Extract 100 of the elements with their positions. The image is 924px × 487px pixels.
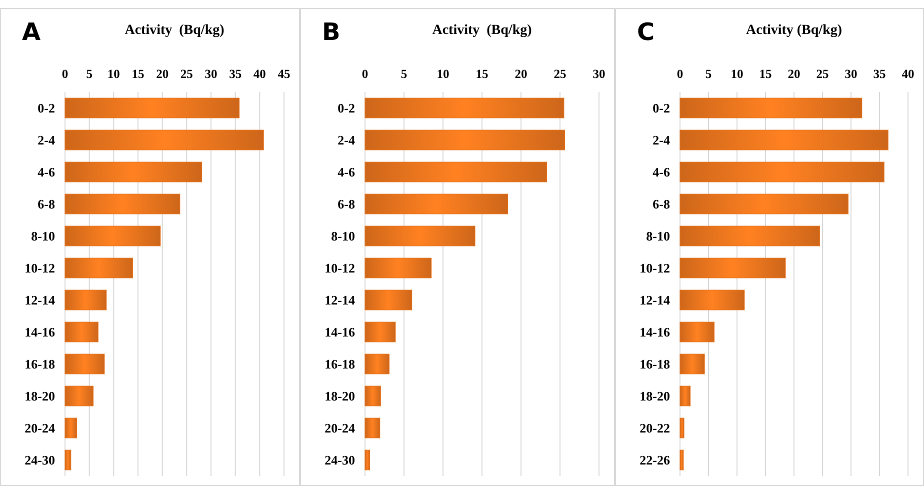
x-tick-label: 5	[705, 67, 712, 81]
y-tick-label: 20-22	[640, 420, 670, 436]
y-tick-label: 0-2	[338, 100, 355, 116]
x-tick-label: 20	[514, 67, 528, 81]
bar	[680, 226, 820, 246]
y-tick-label: 22-26	[640, 452, 670, 468]
bar	[64, 418, 77, 438]
x-tick-label: 5	[86, 67, 92, 81]
y-tick-label: 12-14	[324, 292, 356, 308]
x-tick-label: 35	[873, 67, 886, 81]
x-axis-title: Activity (Bq/kg)	[746, 23, 842, 38]
y-tick-label: 2-4	[652, 132, 670, 148]
bar	[364, 418, 380, 438]
y-tick-label: 20-24	[24, 420, 56, 436]
bar	[680, 418, 684, 438]
x-tick-label: 30	[592, 67, 606, 81]
x-tick-label: 30	[844, 67, 858, 81]
bar	[364, 130, 565, 150]
x-tick-label: 0	[362, 67, 368, 81]
bar	[364, 386, 381, 406]
bar	[364, 194, 508, 214]
x-tick-label: 25	[554, 67, 566, 81]
x-axis-title: Activity (Bq/kg)	[124, 23, 225, 38]
y-tick-label: 12-14	[24, 292, 56, 308]
x-tick-label: 5	[400, 67, 408, 81]
y-tick-label: 12-14	[640, 292, 670, 308]
y-tick-label: 14-16	[324, 324, 356, 340]
y-tick-label: 10-12	[24, 260, 55, 276]
y-tick-label: 8-10	[31, 228, 55, 244]
y-tick-label: 4-6	[652, 164, 670, 180]
x-tick-label: 0	[62, 67, 68, 81]
x-tick-label: 10	[436, 67, 450, 81]
bar	[364, 258, 432, 278]
bar	[680, 290, 745, 310]
bar	[680, 354, 705, 374]
bar	[64, 162, 202, 182]
chart-title: B	[322, 18, 340, 46]
y-tick-label: 16-18	[640, 356, 670, 372]
bar	[680, 450, 684, 470]
x-tick-label: 45	[278, 67, 290, 81]
y-tick-label: 8-10	[646, 228, 670, 244]
bar	[364, 322, 396, 342]
x-tick-label: 30	[204, 67, 218, 81]
y-tick-label: 18-20	[324, 388, 355, 404]
y-tick-label: 24-30	[324, 452, 355, 468]
chart-title: A	[22, 18, 41, 46]
y-tick-label: 4-6	[338, 164, 356, 180]
x-tick-label: 0	[676, 67, 684, 81]
y-tick-label: 6-8	[652, 196, 670, 212]
bar	[680, 194, 848, 214]
bar	[64, 130, 264, 150]
bar	[680, 322, 714, 342]
x-tick-label: 25	[180, 67, 193, 81]
x-tick-label: 25	[816, 67, 829, 81]
y-tick-label: 0-2	[652, 100, 670, 116]
bar	[364, 354, 390, 374]
bar	[364, 290, 412, 310]
bar	[64, 258, 133, 278]
bar	[680, 98, 862, 118]
y-tick-label: 10-12	[640, 260, 670, 276]
bar	[64, 354, 105, 374]
x-tick-label: 15	[476, 67, 488, 81]
y-tick-label: 18-20	[640, 388, 670, 404]
bar	[64, 194, 180, 214]
bar	[680, 130, 888, 150]
bar	[64, 450, 72, 470]
y-tick-label: 14-16	[24, 324, 56, 340]
x-tick-label: 20	[156, 67, 169, 81]
x-tick-label: 40	[253, 67, 266, 81]
y-tick-label: 4-6	[38, 164, 56, 180]
y-tick-label: 0-2	[38, 100, 55, 116]
x-tick-label: 10	[107, 67, 120, 81]
x-tick-label: 10	[730, 67, 744, 81]
bar	[64, 98, 240, 118]
chart-title: C	[637, 18, 655, 46]
y-tick-label: 8-10	[331, 228, 355, 244]
y-tick-label: 16-18	[324, 356, 356, 372]
y-tick-label: 2-4	[338, 132, 356, 148]
x-axis-title: Activity (Bq/kg)	[432, 23, 532, 38]
bar	[680, 258, 786, 278]
y-tick-label: 20-24	[324, 420, 356, 436]
bar	[64, 226, 161, 246]
y-tick-label: 6-8	[38, 196, 56, 212]
bar	[680, 162, 884, 182]
x-tick-label: 15	[759, 67, 772, 81]
bar	[364, 450, 370, 470]
y-tick-label: 24-30	[24, 452, 55, 468]
bar	[364, 226, 476, 246]
y-tick-label: 6-8	[338, 196, 356, 212]
bar	[64, 386, 94, 406]
x-tick-label: 35	[229, 67, 242, 81]
x-tick-label: 20	[788, 67, 800, 81]
y-tick-label: 16-18	[24, 356, 56, 372]
y-tick-label: 14-16	[640, 324, 670, 340]
y-tick-label: 18-20	[24, 388, 55, 404]
bar	[364, 162, 548, 182]
y-tick-label: 10-12	[324, 260, 355, 276]
bar	[680, 386, 691, 406]
y-tick-label: 2-4	[38, 132, 56, 148]
bar	[364, 98, 564, 118]
